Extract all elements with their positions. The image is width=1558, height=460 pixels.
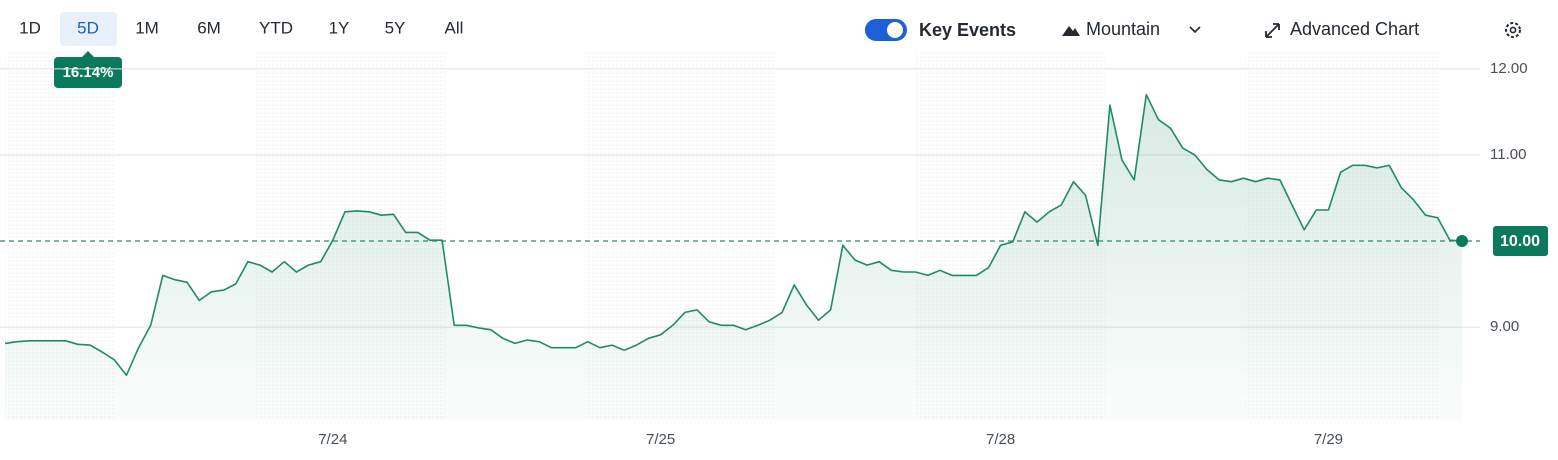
advanced-chart-label[interactable]: Advanced Chart [1290, 19, 1419, 39]
x-tick-label: 7/24 [318, 431, 347, 448]
range-button[interactable]: 5D [77, 18, 99, 37]
price-badge-label: 10.00 [1500, 233, 1540, 250]
chart-style-menu[interactable]: Mountain [1062, 19, 1201, 39]
key-events-label[interactable]: Key Events [919, 20, 1016, 40]
last-point [1456, 235, 1468, 248]
x-tick-label: 7/29 [1314, 431, 1343, 448]
price-badge [1493, 226, 1548, 257]
area [5, 94, 1462, 420]
range-button[interactable]: 1D [19, 18, 41, 37]
change-badge: 16.14% [54, 51, 122, 88]
range-selected-bg [60, 12, 117, 46]
x-tick-label: 7/25 [646, 431, 675, 448]
range-button[interactable]: 6M [197, 18, 221, 37]
range-button[interactable]: 1Y [329, 18, 350, 37]
key-events-toggle[interactable]: Key Events [865, 19, 1016, 41]
x-tick-label: 7/28 [986, 431, 1015, 448]
chart-style-label[interactable]: Mountain [1086, 19, 1160, 39]
y-tick-label: 12.00 [1490, 60, 1528, 77]
range-button[interactable]: All [445, 18, 464, 37]
advanced-chart-link[interactable]: Advanced Chart [1265, 19, 1419, 39]
y-tick-label: 9.00 [1490, 318, 1519, 335]
range-button[interactable]: 1M [135, 18, 159, 37]
change-text: 16.14% [63, 64, 114, 81]
settings-icon[interactable] [1505, 22, 1521, 38]
y-tick-label: 11.00 [1490, 146, 1526, 163]
range-button[interactable]: 5Y [385, 18, 406, 37]
range-button[interactable]: YTD [259, 18, 293, 37]
price-line [4, 93, 1463, 377]
